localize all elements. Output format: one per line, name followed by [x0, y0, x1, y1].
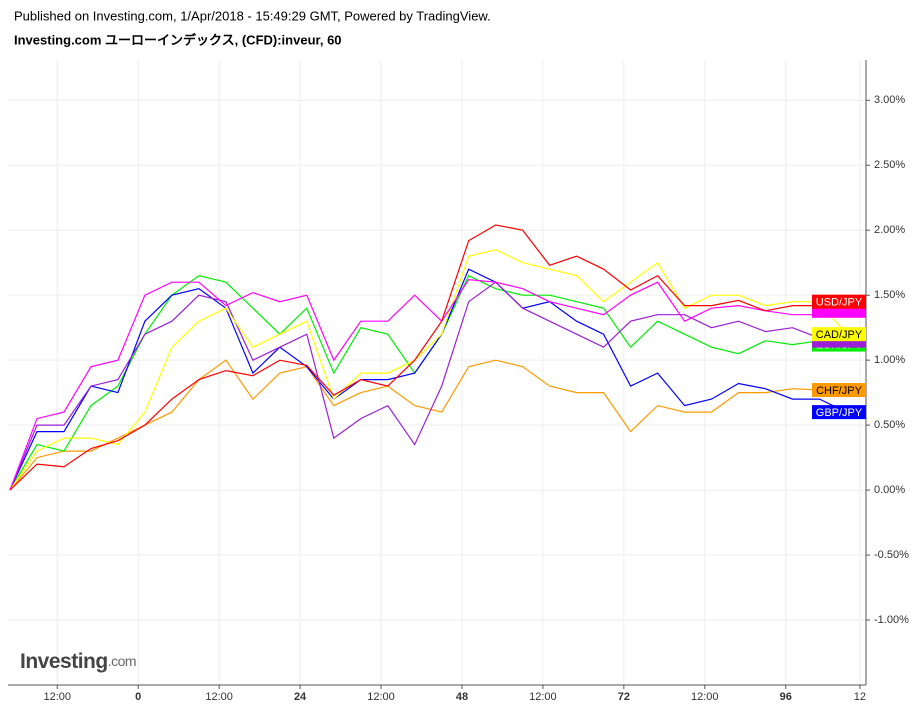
y-tick-label: 3.00% — [874, 94, 905, 106]
legend-swatch — [812, 383, 866, 398]
legend-label: CHF/JPY — [816, 385, 863, 397]
logo-brand: Investing — [20, 650, 108, 673]
legend-label: USD/JPY — [816, 297, 863, 309]
legend-swatch — [812, 294, 866, 309]
series-line — [9, 281, 847, 491]
legend-label: CAD/JPY — [816, 329, 863, 341]
x-tick-label: 72 — [618, 691, 630, 703]
series-line — [9, 359, 847, 491]
y-tick-label: 1.00% — [874, 354, 905, 366]
legend-label: GBP/JPY — [816, 407, 863, 419]
series-line — [9, 224, 847, 491]
plot-area — [8, 60, 866, 685]
logo: Investing.com — [20, 650, 136, 673]
x-tick-label: 12:00 — [529, 691, 557, 703]
y-tick-label: 2.00% — [874, 224, 905, 236]
series-line — [9, 268, 847, 491]
series-line — [9, 278, 847, 491]
x-tick-label: 12:00 — [691, 691, 719, 703]
x-tick-label: 12:00 — [43, 691, 71, 703]
y-tick-label: -0.50% — [874, 549, 909, 561]
y-tick-label: 1.50% — [874, 289, 905, 301]
series-line — [9, 249, 847, 491]
x-tick-label: 12:00 — [205, 691, 233, 703]
x-tick-label: 48 — [456, 691, 468, 703]
y-tick-label: 0.50% — [874, 419, 905, 431]
logo-suffix: .com — [108, 653, 136, 669]
x-tick-label: 24 — [294, 691, 307, 703]
x-tick-label: 12:00 — [367, 691, 395, 703]
legend-swatch — [812, 327, 866, 342]
y-tick-label: 2.50% — [874, 159, 905, 171]
x-tick-label: 0 — [135, 691, 141, 703]
y-tick-label: 0.00% — [874, 484, 905, 496]
published-note: Published on Investing.com, 1/Apr/2018 -… — [14, 8, 491, 23]
legend-swatch — [812, 405, 866, 420]
x-tick-label: 96 — [780, 691, 792, 703]
y-tick-label: -1.00% — [874, 614, 909, 626]
chart-title: Investing.com ユーローインデックス, (CFD):inveur, … — [14, 32, 342, 47]
x-tick-label: 12 — [854, 691, 866, 703]
